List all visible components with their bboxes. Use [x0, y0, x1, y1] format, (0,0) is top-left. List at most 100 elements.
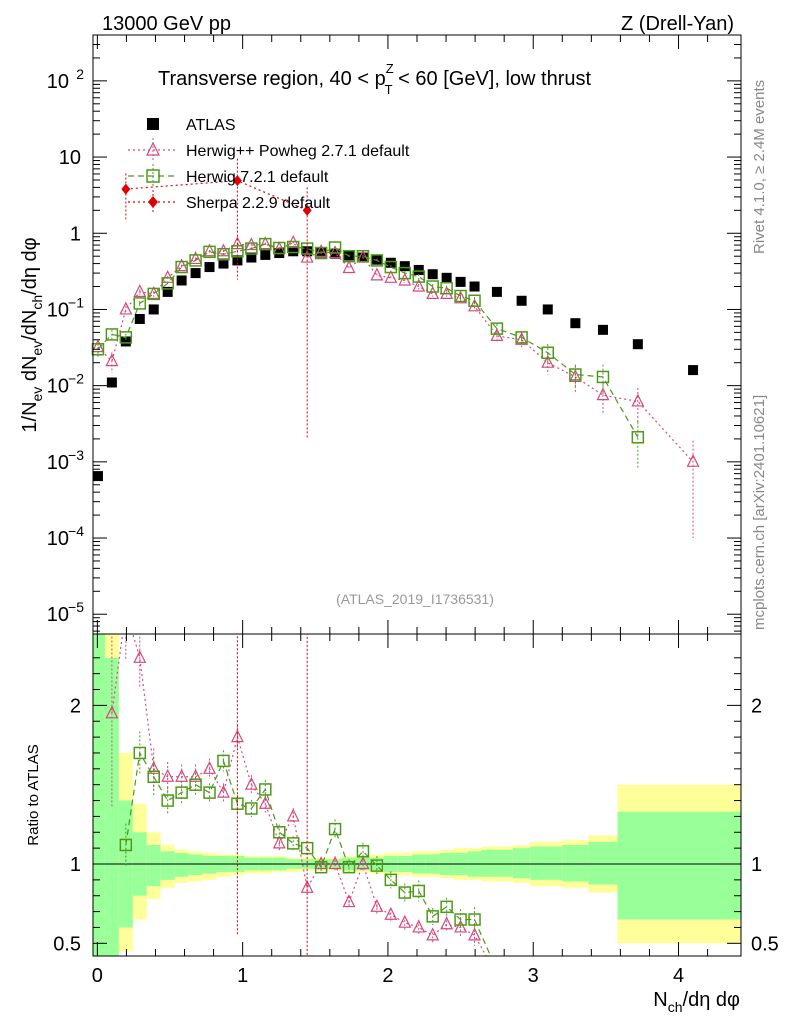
ratio-line [125, 751, 492, 956]
ratio-series-2 [119, 731, 492, 956]
ratio-series-1 [105, 634, 487, 956]
data-point [147, 770, 160, 784]
ratio-band-green [104, 657, 119, 956]
data-point [272, 835, 286, 849]
data-point [596, 387, 610, 401]
data-point [286, 808, 300, 822]
data-point [244, 776, 258, 790]
data-point [119, 838, 133, 852]
data-point [217, 248, 230, 261]
data-point [328, 822, 342, 836]
data-point [370, 859, 384, 872]
data-point [454, 290, 468, 304]
data-point [440, 916, 454, 930]
title-sub: T [385, 82, 393, 97]
data-point [328, 856, 342, 870]
data-point [232, 175, 242, 187]
y-tick-exponent: −3 [68, 447, 84, 463]
data-point [189, 778, 202, 791]
data-point [441, 272, 452, 283]
y-tick-exponent: −4 [68, 523, 84, 539]
data-point [286, 837, 300, 850]
series-3 [121, 158, 312, 439]
data-point [686, 453, 700, 467]
data-point [203, 760, 216, 774]
data-point [246, 252, 257, 263]
data-point [454, 289, 467, 303]
header-left-label: 13000 GeV pp [102, 13, 231, 35]
plot-title: Transverse region, 40 < pZ T < 60 [GeV], … [158, 61, 591, 97]
data-point [412, 270, 425, 283]
data-point [161, 794, 174, 807]
y-tick-exponent: 2 [76, 66, 84, 82]
series-line [97, 243, 639, 438]
data-point [370, 254, 384, 267]
data-point [516, 295, 527, 306]
data-point [175, 786, 188, 799]
y-tick-exponent: −1 [68, 294, 84, 310]
data-point [542, 304, 553, 315]
x-tick-label: 0 [92, 965, 103, 987]
legend-label: Herwig++ Powheg 2.7.1 default [186, 143, 410, 160]
data-point [384, 873, 398, 887]
data-point [426, 280, 439, 293]
data-point [370, 267, 384, 281]
data-point [258, 236, 272, 250]
data-point [133, 746, 147, 760]
y-tick-label: 10−1 [47, 294, 84, 321]
data-point [244, 237, 258, 251]
data-point [632, 339, 643, 350]
data-point [217, 754, 230, 768]
data-point [515, 331, 528, 344]
data-point [597, 324, 608, 335]
ratio-band-green [530, 846, 563, 880]
rivet-version-label: Rivet 4.1.0, ≥ 2.4M events [751, 80, 768, 254]
data-point [121, 183, 131, 195]
data-point [385, 257, 396, 268]
ratio-band-green [160, 851, 175, 880]
legend: ATLAS Herwig++ Powheg 2.7.1 default Herwig… [128, 117, 410, 214]
mcplots-label: mcplots.cern.ch [arXiv:2401.10621] [751, 395, 768, 630]
data-point [105, 705, 119, 719]
data-point [468, 294, 481, 308]
data-point [147, 286, 161, 299]
data-point [300, 242, 314, 255]
data-point [384, 269, 398, 283]
data-point [688, 365, 699, 376]
data-point [217, 243, 230, 257]
data-point [440, 900, 453, 914]
x-tick-label: 3 [528, 965, 539, 987]
series-line [97, 242, 694, 463]
data-point [412, 919, 426, 933]
data-point [596, 370, 610, 384]
data-point [302, 204, 312, 216]
data-point [454, 913, 467, 926]
data-point [106, 377, 117, 388]
data-point [427, 269, 438, 280]
data-point [133, 284, 147, 297]
title-post: < 60 [GeV], low thrust [393, 68, 592, 90]
data-point [91, 343, 105, 356]
data-point [398, 266, 412, 280]
legend-label: Herwig 7.2.1 default [186, 169, 329, 186]
data-point [120, 336, 131, 347]
y-tick-label: 1 [70, 223, 81, 245]
ratio-data-layer [93, 634, 741, 956]
data-point [147, 287, 160, 301]
ratio-band-green [93, 634, 105, 956]
data-point [384, 906, 398, 920]
data-point [231, 245, 244, 258]
data-point [161, 768, 175, 782]
data-point [258, 795, 272, 809]
y-tick-label: 10−5 [47, 599, 84, 626]
data-point [412, 884, 425, 898]
data-point [147, 118, 159, 130]
data-point [146, 169, 160, 183]
data-point [273, 826, 286, 839]
data-point [175, 260, 188, 274]
analysis-tag: (ATLAS_2019_I1736531) [336, 591, 494, 607]
data-point [342, 249, 356, 263]
legend-item: Herwig 7.2.1 default [128, 164, 329, 188]
data-point [541, 354, 555, 368]
